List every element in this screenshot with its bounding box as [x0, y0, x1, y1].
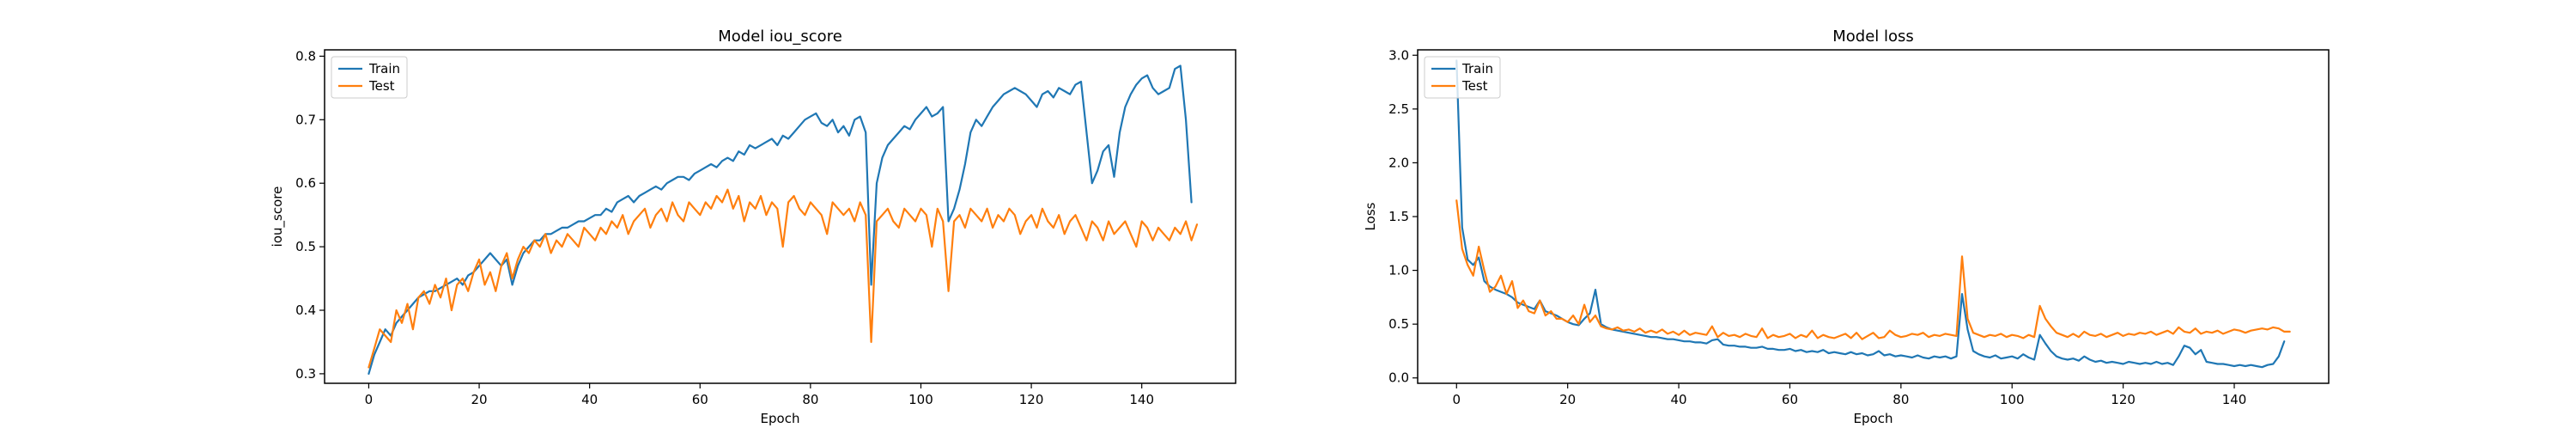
x-tick-label: 140 — [2222, 392, 2247, 407]
series-line-test — [1455, 199, 2291, 340]
legend-label-train: Train — [1461, 61, 1493, 76]
y-tick-label: 2.0 — [1388, 155, 1409, 170]
x-tick-label: 20 — [1559, 392, 1576, 407]
y-axis-label: Loss — [1363, 202, 1378, 230]
y-tick-label: 0.7 — [295, 112, 316, 127]
x-tick-label: 100 — [908, 392, 933, 407]
x-tick-label: 0 — [1453, 392, 1461, 407]
x-tick-label: 140 — [1129, 392, 1154, 407]
legend: Train Test — [1424, 56, 1501, 99]
x-axis-label: Epoch — [1854, 411, 1893, 426]
x-tick-label: 100 — [2000, 392, 2025, 407]
x-tick-label: 40 — [1671, 392, 1687, 407]
x-tick-label: 120 — [1019, 392, 1044, 407]
y-tick-label: 0.4 — [295, 303, 316, 318]
y-tick-label: 0.3 — [295, 366, 316, 382]
y-axis-label: iou_score — [270, 186, 286, 248]
series-line-test — [368, 188, 1199, 369]
chart-loss: Model loss Epoch Loss 0 20 40 60 80 100 120 140… — [1363, 28, 2330, 426]
y-tick-label: 0.5 — [295, 239, 316, 254]
series-line-train — [368, 64, 1193, 375]
y-tick-label: 1.0 — [1388, 263, 1409, 278]
y-tick-label: 1.5 — [1388, 209, 1409, 224]
chart-title: Model iou_score — [718, 28, 842, 46]
legend: Train Test — [331, 56, 408, 99]
x-tick-label: 120 — [2111, 392, 2136, 407]
chart-iou-score: Model iou_score Epoch iou_score 0 20 40 60 8… — [270, 28, 1236, 426]
chart-title: Model loss — [1832, 28, 1914, 46]
x-tick-label: 0 — [365, 392, 374, 407]
x-tick-label: 40 — [581, 392, 598, 407]
x-tick-label: 80 — [802, 392, 818, 407]
y-tick-label: 0.5 — [1388, 316, 1409, 332]
y-tick-label: 0.0 — [1388, 370, 1409, 386]
x-axis-label: Epoch — [761, 411, 800, 426]
y-tick-label: 2.5 — [1388, 101, 1409, 117]
legend-label-test: Test — [1461, 78, 1488, 94]
y-tick-label: 3.0 — [1388, 47, 1409, 63]
legend-box — [331, 56, 408, 99]
x-tick-label: 60 — [1782, 392, 1798, 407]
legend-label-test: Test — [368, 78, 395, 94]
plot-area-frame — [324, 49, 1236, 384]
x-tick-label: 20 — [471, 392, 488, 407]
x-tick-label: 60 — [692, 392, 708, 407]
y-tick-label: 0.8 — [295, 48, 316, 64]
series-line-train — [1455, 59, 2286, 369]
x-tick-label: 80 — [1893, 392, 1909, 407]
legend-box — [1424, 56, 1501, 99]
y-tick-label: 0.6 — [295, 175, 316, 191]
legend-label-train: Train — [368, 61, 400, 76]
